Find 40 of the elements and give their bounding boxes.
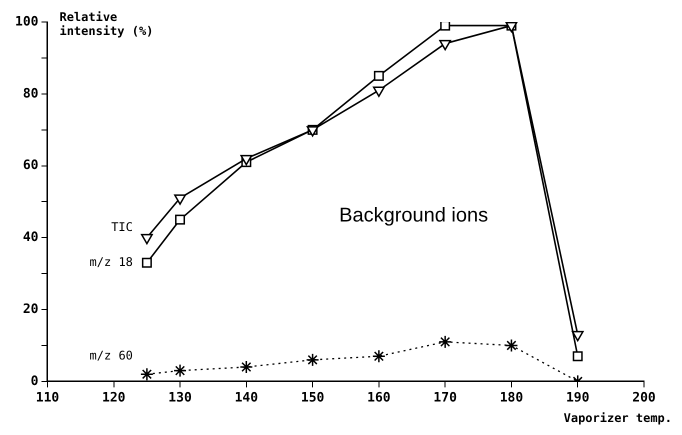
x-tick-label: 200: [632, 390, 656, 406]
point: [372, 349, 386, 363]
y-tick-label: 80: [22, 86, 39, 102]
y-tick-label: 100: [14, 14, 39, 30]
point: [504, 338, 518, 352]
series-label: m/z 60: [90, 348, 133, 362]
y-tick-label: 20: [22, 302, 39, 317]
series-label: TIC: [111, 220, 133, 234]
y-tick-label: 0: [30, 374, 39, 389]
x-tick-label: 190: [566, 390, 590, 406]
x-tick-label: 130: [168, 390, 192, 406]
point: [374, 70, 384, 81]
point: [440, 22, 450, 31]
point: [572, 351, 583, 362]
y-tick-label: 60: [22, 158, 39, 174]
point: [439, 40, 452, 50]
x-tick-label: 150: [300, 390, 325, 406]
x-tick-label: 110: [36, 390, 60, 406]
annotation: Background ions: [339, 204, 488, 227]
x-tick-label: 140: [234, 390, 258, 406]
point: [572, 330, 584, 342]
series-label: m/z 18: [90, 254, 133, 269]
point: [372, 86, 385, 98]
x-tick-label: 120: [102, 390, 126, 406]
y-tick-label: 40: [22, 230, 39, 246]
x-tick-label: 160: [367, 390, 391, 406]
y-axis-title: Relative intensity (%): [59, 10, 154, 38]
point: [175, 214, 186, 225]
x-tick-label: 170: [433, 390, 458, 406]
x-tick-label: 180: [500, 390, 524, 406]
point: [174, 194, 186, 205]
point: [240, 360, 254, 374]
point: [438, 335, 452, 349]
point: [142, 258, 152, 268]
point: [140, 234, 153, 244]
point: [173, 364, 187, 378]
point: [240, 154, 252, 166]
point: [306, 353, 320, 367]
x-axis-title: Vaporizer temp.: [564, 411, 672, 426]
point: [140, 367, 154, 381]
